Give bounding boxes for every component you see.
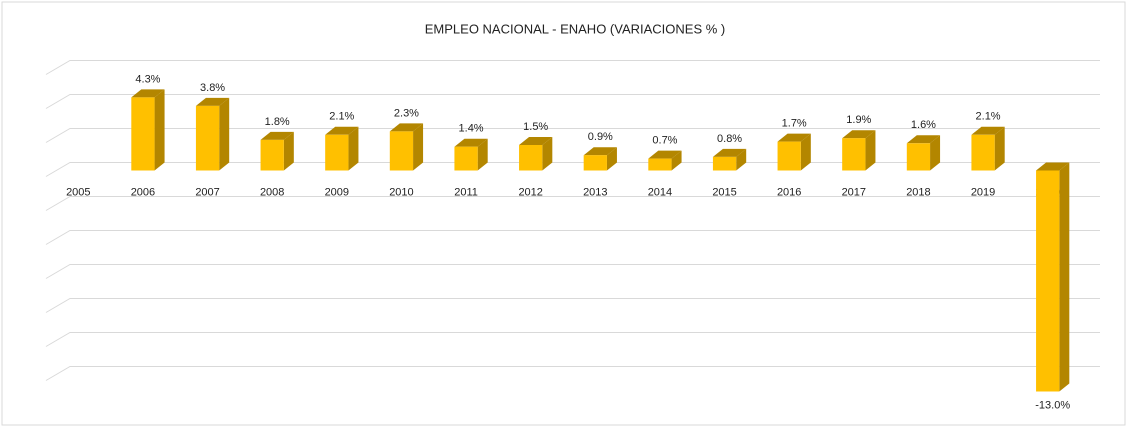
- bar: [519, 145, 543, 171]
- data-label: 1.8%: [265, 116, 290, 128]
- grid-line: [45, 332, 1100, 347]
- data-label: 1.6%: [911, 119, 936, 131]
- bar: [583, 155, 607, 171]
- grid-line: [45, 366, 1100, 381]
- data-label: 2.3%: [394, 107, 419, 119]
- data-label: 1.7%: [782, 118, 807, 130]
- bar-side: [865, 130, 876, 171]
- data-label: 0.8%: [717, 133, 742, 145]
- bar-side: [413, 123, 424, 171]
- bar-top: [648, 150, 682, 159]
- x-tick-label: 2005: [66, 186, 90, 198]
- x-tick-label: 2012: [518, 186, 542, 198]
- chart-title: EMPLEO NACIONAL - ENAHO (VARIACIONES % ): [425, 21, 726, 36]
- grid-line: [45, 128, 1100, 143]
- data-label: 1.5%: [523, 121, 548, 133]
- bar-side: [219, 97, 230, 171]
- data-label: -13.0%: [1035, 399, 1070, 411]
- bar-top: [971, 126, 1005, 135]
- x-tick-label: 2019: [971, 186, 995, 198]
- bar: [648, 158, 672, 171]
- bar-top: [906, 135, 941, 144]
- bar-side: [1059, 162, 1070, 392]
- bar: [1036, 170, 1060, 392]
- data-label: 2.1%: [976, 111, 1001, 123]
- x-tick-label: 2011: [454, 186, 478, 198]
- bar-side: [542, 137, 553, 171]
- bar-side: [930, 135, 941, 171]
- bar-side: [994, 126, 1005, 171]
- data-label: 0.9%: [588, 131, 613, 143]
- data-label: 1.4%: [459, 123, 484, 135]
- data-label: 2.1%: [329, 111, 354, 123]
- bar-side: [477, 138, 488, 171]
- bar-top: [519, 137, 553, 145]
- x-tick-label: 2016: [777, 186, 801, 198]
- bar-top: [260, 131, 294, 140]
- bar: [454, 146, 478, 171]
- bar-side: [736, 148, 747, 171]
- x-tick-label: 2007: [195, 186, 219, 198]
- x-tick-label: 2017: [842, 186, 866, 198]
- bar-top: [842, 130, 876, 139]
- x-tick-label: 2009: [325, 186, 349, 198]
- bar-side: [606, 147, 617, 171]
- bar-side: [800, 133, 811, 171]
- grid-line: [45, 196, 1100, 211]
- bar-top: [1036, 162, 1070, 171]
- x-tick-label: 2006: [131, 186, 155, 198]
- grid-line: [45, 230, 1100, 245]
- x-tick-label: 2018: [906, 186, 930, 198]
- bar: [131, 97, 155, 171]
- bar-top: [454, 138, 488, 147]
- bar-top: [325, 126, 359, 135]
- bar: [325, 134, 349, 171]
- bar: [906, 143, 931, 171]
- data-label: 0.7%: [652, 135, 677, 147]
- grid-line: [45, 60, 1100, 75]
- bar-side: [348, 126, 359, 171]
- bar-side: [154, 89, 165, 171]
- bar: [260, 139, 284, 171]
- bar: [842, 138, 866, 171]
- grid-line: [45, 94, 1100, 109]
- x-tick-label: 2010: [389, 186, 413, 198]
- bar-top: [712, 148, 747, 157]
- x-tick-label: 2008: [260, 186, 284, 198]
- bar: [712, 156, 737, 171]
- x-tick-label: 2014: [648, 186, 672, 198]
- data-label: 4.3%: [135, 73, 160, 85]
- x-tick-label: 2013: [583, 186, 607, 198]
- grid-line: [45, 162, 1100, 177]
- bar: [971, 134, 995, 171]
- grid-line: [45, 298, 1100, 313]
- bar: [195, 105, 220, 171]
- data-label: 1.9%: [846, 114, 871, 126]
- bar-top: [777, 133, 811, 142]
- bar-side: [671, 150, 682, 171]
- bar-top: [131, 89, 165, 98]
- data-label: 3.8%: [200, 82, 225, 94]
- bar-side: [283, 131, 294, 171]
- bar-top: [583, 147, 617, 156]
- bar-top: [195, 97, 230, 106]
- grid-line: [45, 264, 1100, 279]
- bar-top: [389, 123, 424, 132]
- bar: [777, 141, 801, 171]
- bar: [389, 131, 414, 171]
- x-tick-label: 2015: [712, 186, 736, 198]
